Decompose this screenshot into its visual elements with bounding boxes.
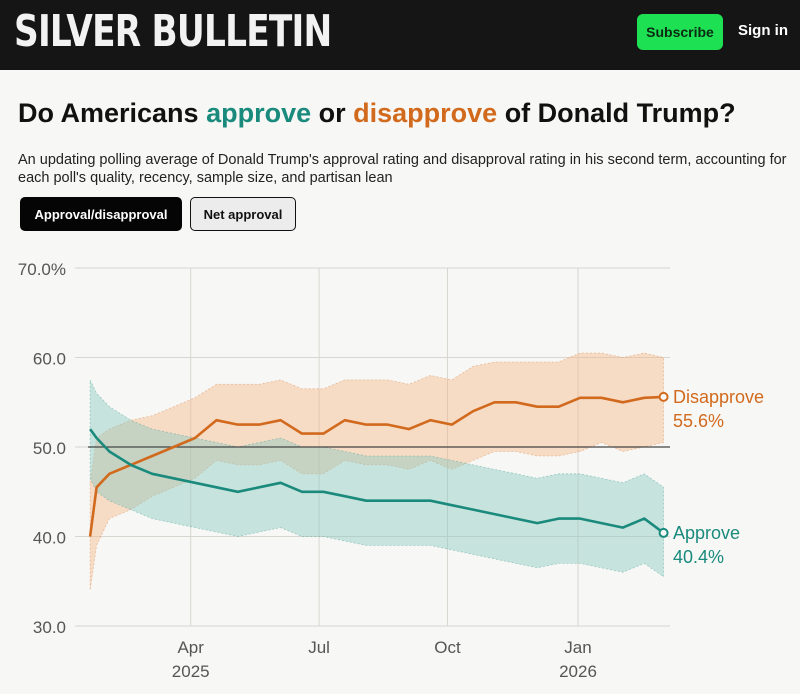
top-bar: SILVER BULLETIN Subscribe Sign in (0, 0, 800, 70)
title-part-3: of Donald Trump? (497, 98, 736, 128)
x-tick-label: Jan (564, 638, 591, 657)
disapprove-label: Disapprove (673, 387, 764, 407)
approve-value: 40.4% (673, 547, 724, 567)
y-tick-label: 50.0 (33, 439, 66, 458)
title-part-1: Do Americans (18, 98, 207, 128)
disapprove-band (89, 352, 664, 591)
y-tick-label: 70.0% (18, 260, 66, 279)
approve-label: Approve (673, 523, 740, 543)
net-approval-tab[interactable]: Net approval (190, 197, 296, 231)
approval-disapproval-tab[interactable]: Approval/disapproval (20, 197, 182, 231)
approve-line (89, 428, 665, 534)
title-part-2: or (311, 98, 354, 128)
site-logo[interactable]: SILVER BULLETIN (14, 6, 332, 57)
subtitle: An updating polling average of Donald Tr… (18, 152, 787, 186)
disapprove-value: 55.6% (673, 411, 724, 431)
approval-chart: 70.0% 60.0 50.0 40.0 30.0 Apr 2025 Jul Oct Jan 202… (18, 260, 764, 681)
disapprove-line (88, 395, 664, 537)
x-tick-label: Jul (308, 638, 330, 657)
approve-band (89, 379, 664, 578)
sign-in-link[interactable]: Sign in (738, 22, 788, 39)
y-tick-label: 30.0 (33, 618, 66, 637)
x-tick-label: Apr (177, 638, 204, 657)
x-tick-label: Oct (434, 638, 461, 657)
title-disapprove-word: disapprove (353, 98, 498, 128)
title-approve-word: approve (206, 98, 312, 128)
y-tick-label: 60.0 (33, 350, 66, 369)
approve-end-marker (658, 527, 669, 538)
subscribe-button[interactable]: Subscribe (637, 14, 723, 50)
x-tick-year-label: 2025 (172, 662, 210, 681)
page-title: Do Americans approve or disapprove of Do… (18, 98, 736, 129)
y-tick-label: 40.0 (33, 529, 66, 548)
disapprove-end-marker (658, 391, 669, 402)
x-tick-year-label: 2026 (559, 662, 597, 681)
